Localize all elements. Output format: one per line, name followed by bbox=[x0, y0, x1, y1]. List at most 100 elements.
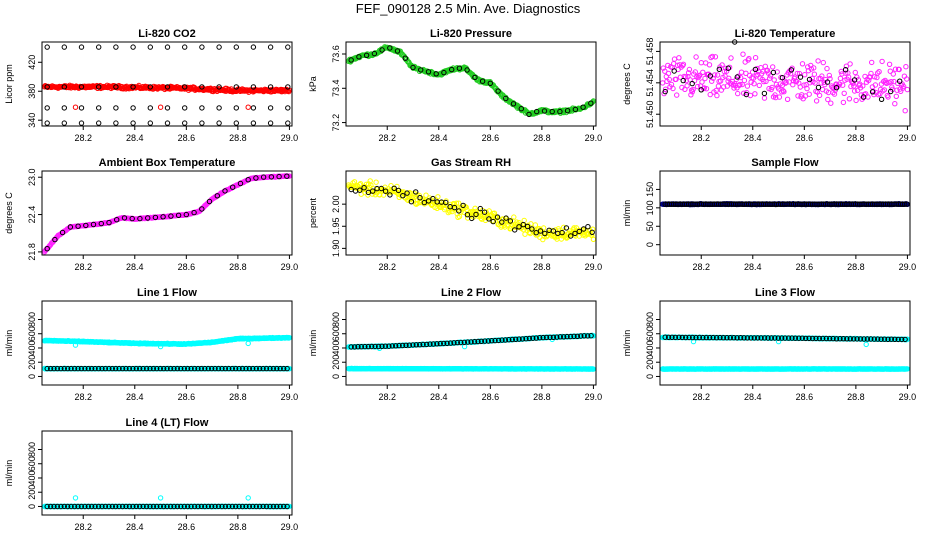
point bbox=[469, 215, 475, 222]
point bbox=[284, 173, 290, 179]
point bbox=[557, 108, 563, 115]
y-tick-label: 51.450 bbox=[645, 100, 655, 128]
point bbox=[838, 68, 844, 75]
point bbox=[714, 92, 720, 99]
point bbox=[783, 79, 789, 85]
point bbox=[665, 62, 671, 69]
point bbox=[796, 70, 803, 77]
point bbox=[853, 97, 859, 104]
point bbox=[816, 92, 823, 99]
point bbox=[430, 195, 436, 202]
point bbox=[67, 224, 74, 230]
point bbox=[532, 222, 539, 228]
point bbox=[522, 231, 528, 237]
point bbox=[78, 120, 85, 126]
point bbox=[781, 89, 787, 95]
point bbox=[441, 69, 447, 76]
point bbox=[738, 74, 744, 81]
point bbox=[904, 76, 910, 82]
panel-title-sample_flow: Sample Flow bbox=[751, 157, 819, 169]
point bbox=[734, 74, 740, 80]
point bbox=[233, 120, 240, 126]
point bbox=[130, 44, 136, 50]
point bbox=[893, 93, 899, 100]
point bbox=[863, 341, 869, 348]
point bbox=[888, 79, 894, 85]
plot-frame-co2 bbox=[41, 41, 293, 127]
point bbox=[414, 192, 420, 198]
point bbox=[761, 95, 768, 101]
point bbox=[524, 223, 531, 230]
panel-title-rh: Gas Stream RH bbox=[431, 157, 511, 169]
point bbox=[473, 211, 479, 218]
point bbox=[881, 87, 888, 93]
y-tick-label: 420 bbox=[27, 55, 37, 70]
y-tick-label: 100 bbox=[645, 200, 655, 215]
point bbox=[147, 44, 154, 50]
point bbox=[903, 64, 909, 70]
point bbox=[435, 194, 441, 200]
point bbox=[534, 108, 540, 115]
point bbox=[573, 225, 579, 231]
point bbox=[453, 200, 460, 206]
point bbox=[233, 105, 240, 111]
point bbox=[129, 215, 135, 222]
point bbox=[851, 83, 857, 89]
point bbox=[357, 187, 363, 193]
point bbox=[799, 61, 806, 67]
point bbox=[479, 78, 486, 84]
point bbox=[285, 84, 291, 90]
point bbox=[412, 200, 419, 207]
point bbox=[774, 69, 780, 75]
point bbox=[96, 105, 102, 111]
point bbox=[837, 81, 843, 87]
point bbox=[182, 44, 188, 50]
point bbox=[464, 67, 470, 73]
point bbox=[767, 73, 774, 79]
point bbox=[706, 62, 713, 68]
y-tick-label: 0 bbox=[331, 374, 341, 379]
y-tick-label: 200 bbox=[27, 355, 37, 370]
point bbox=[843, 70, 849, 76]
point bbox=[561, 224, 567, 231]
point bbox=[250, 120, 257, 126]
point bbox=[751, 81, 757, 87]
point bbox=[460, 202, 466, 209]
x-tick-label: 29.0 bbox=[585, 262, 603, 272]
point bbox=[580, 104, 586, 110]
y-tick-label: 23.0 bbox=[27, 168, 37, 186]
point bbox=[52, 236, 58, 243]
point bbox=[892, 101, 898, 107]
point bbox=[499, 219, 505, 225]
point bbox=[744, 83, 751, 89]
point bbox=[191, 209, 197, 216]
point bbox=[659, 80, 666, 86]
y-tick-label: 600 bbox=[27, 326, 37, 341]
point bbox=[160, 214, 166, 220]
point bbox=[868, 70, 874, 77]
point bbox=[585, 224, 591, 230]
point bbox=[233, 84, 240, 90]
point bbox=[797, 74, 804, 80]
point bbox=[828, 100, 834, 106]
point bbox=[698, 60, 704, 66]
point bbox=[164, 105, 171, 111]
x-tick-label: 28.2 bbox=[74, 392, 92, 402]
point bbox=[456, 213, 463, 220]
x-tick-label: 28.8 bbox=[847, 262, 865, 272]
point bbox=[472, 205, 478, 212]
point bbox=[771, 77, 777, 83]
series-pressure-secondary bbox=[348, 45, 594, 118]
point bbox=[763, 78, 769, 85]
point bbox=[404, 190, 410, 196]
point bbox=[699, 79, 705, 85]
point bbox=[526, 111, 532, 118]
point bbox=[720, 84, 727, 90]
point bbox=[832, 87, 838, 94]
y-tick-label: 200 bbox=[331, 355, 341, 370]
point bbox=[568, 233, 574, 239]
